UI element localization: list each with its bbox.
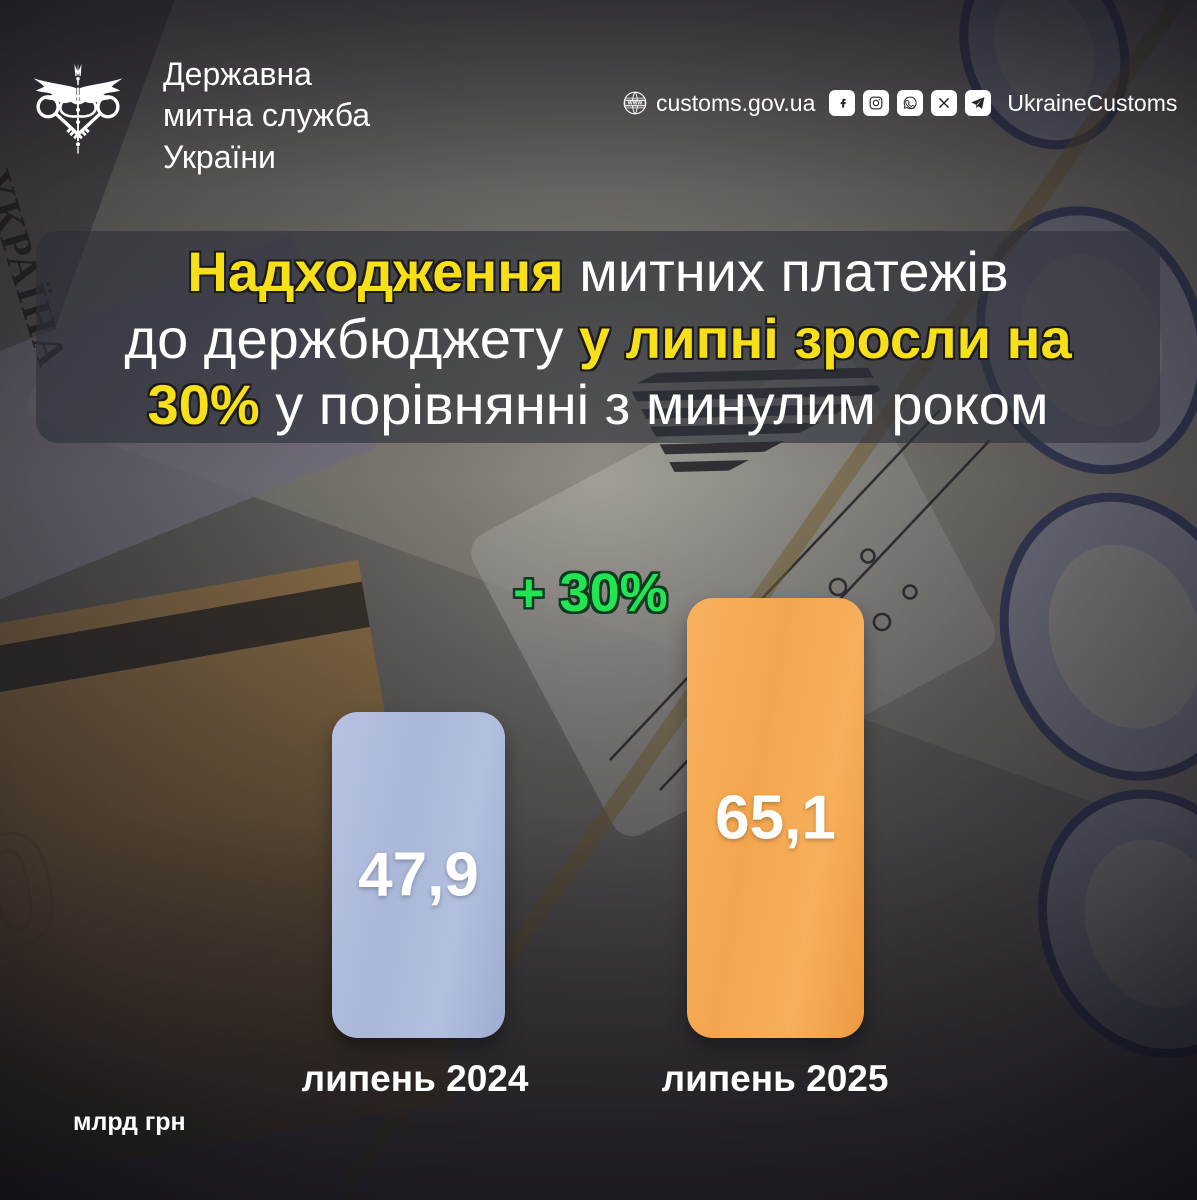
svg-text:WWW: WWW xyxy=(628,101,643,107)
